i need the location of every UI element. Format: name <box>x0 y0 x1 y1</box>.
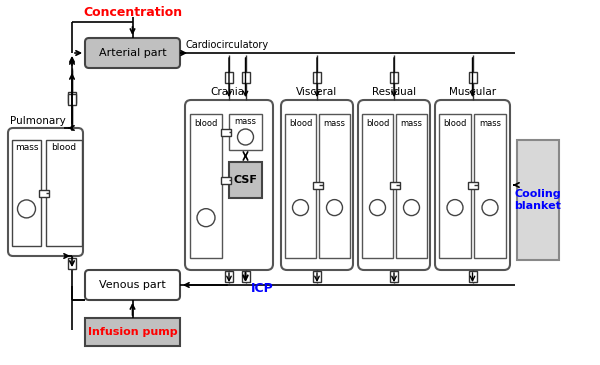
Bar <box>221 128 230 135</box>
Bar <box>46 140 82 246</box>
Bar <box>362 114 393 258</box>
Bar <box>229 114 262 150</box>
Text: mass: mass <box>235 118 257 127</box>
Bar <box>85 318 180 346</box>
Bar <box>517 140 559 260</box>
Bar <box>68 93 76 104</box>
Text: Cardiocirculatory: Cardiocirculatory <box>185 40 268 50</box>
Bar <box>439 114 471 258</box>
FancyBboxPatch shape <box>85 38 180 68</box>
Bar <box>313 72 321 83</box>
Bar <box>390 271 398 282</box>
Text: Venous part: Venous part <box>99 280 166 290</box>
Bar <box>221 177 230 184</box>
Bar <box>313 271 321 282</box>
Text: Cooling
blanket: Cooling blanket <box>515 189 562 211</box>
FancyBboxPatch shape <box>8 128 83 256</box>
Text: blood: blood <box>366 119 389 127</box>
Bar <box>396 114 427 258</box>
Text: mass: mass <box>479 119 501 127</box>
Bar <box>469 271 476 282</box>
FancyBboxPatch shape <box>435 100 510 270</box>
Text: CSF: CSF <box>233 175 257 185</box>
Bar <box>285 114 316 258</box>
Text: Cranial: Cranial <box>211 87 248 97</box>
Bar <box>389 181 400 188</box>
Text: Muscular: Muscular <box>449 87 496 97</box>
Text: Arterial part: Arterial part <box>98 48 166 58</box>
Bar <box>68 92 76 103</box>
Text: mass: mass <box>323 119 346 127</box>
Bar <box>474 114 506 258</box>
Bar <box>68 257 76 269</box>
Text: ICP: ICP <box>251 281 273 295</box>
Text: Infusion pump: Infusion pump <box>88 327 178 337</box>
FancyBboxPatch shape <box>185 100 273 270</box>
Bar <box>225 72 233 83</box>
Text: mass: mass <box>15 143 38 153</box>
Bar <box>190 114 222 258</box>
Bar <box>241 271 250 282</box>
Text: Visceral: Visceral <box>296 87 338 97</box>
Bar <box>229 162 262 198</box>
Text: mass: mass <box>401 119 422 127</box>
Bar <box>390 72 398 83</box>
Text: blood: blood <box>443 119 467 127</box>
Bar <box>38 189 49 196</box>
Text: Concentration: Concentration <box>83 5 182 19</box>
Bar <box>319 114 350 258</box>
Text: blood: blood <box>52 143 77 153</box>
Bar <box>12 140 41 246</box>
FancyBboxPatch shape <box>281 100 353 270</box>
Bar <box>241 72 250 83</box>
Text: Pulmonary: Pulmonary <box>10 116 66 126</box>
Bar <box>313 181 323 188</box>
FancyBboxPatch shape <box>358 100 430 270</box>
FancyBboxPatch shape <box>85 270 180 300</box>
Bar <box>225 271 233 282</box>
Bar <box>467 181 478 188</box>
Text: Residual: Residual <box>372 87 416 97</box>
Text: blood: blood <box>289 119 312 127</box>
Bar <box>469 72 476 83</box>
Text: blood: blood <box>194 119 218 127</box>
